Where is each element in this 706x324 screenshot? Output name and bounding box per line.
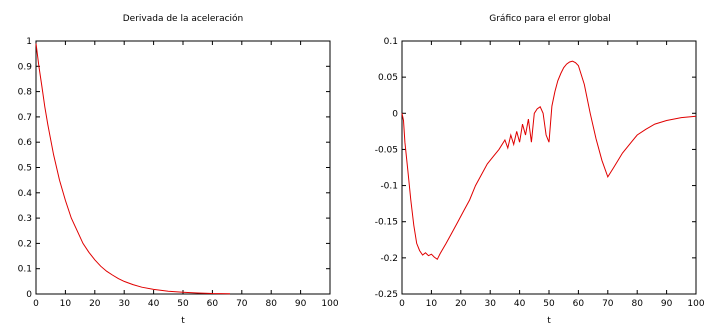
series-line-0	[35, 43, 231, 295]
y-tick-label: -0.25	[375, 290, 398, 300]
x-tick-label: 60	[207, 299, 219, 309]
y-axis: -0.25 -0.2 -0.15 -0.1 -0.05 0 0.05 0.1	[375, 37, 696, 300]
x-tick-label: 10	[60, 299, 72, 309]
x-axis: 0 10 20 30 40 50 60 70 80 90 100	[399, 41, 705, 309]
plot-frame	[401, 40, 697, 295]
series-group	[35, 43, 231, 295]
y-tick-label: 0.05	[378, 73, 398, 83]
y-tick-label: -0.1	[380, 182, 398, 192]
x-axis-label: t	[547, 316, 551, 324]
chart-error-global: Gráfico para el error global -0.25-0.2-0…	[375, 14, 705, 324]
chart-title: Gráfico para el error global	[489, 14, 610, 24]
y-tick-label: 0.3	[18, 214, 32, 224]
x-tick-label: 100	[687, 299, 704, 309]
series-group	[401, 60, 697, 261]
x-tick-label: 80	[631, 299, 643, 309]
x-tick-label: 20	[89, 299, 101, 309]
y-tick-label: 1	[26, 37, 32, 47]
x-tick-label: 0	[399, 299, 405, 309]
x-tick-label: 20	[455, 299, 467, 309]
y-tick-label: -0.2	[380, 254, 398, 264]
y-tick-label: 0.2	[18, 239, 32, 249]
x-tick-label: 70	[602, 299, 614, 309]
x-tick-label: 30	[118, 299, 130, 309]
y-tick-label: -0.05	[375, 145, 398, 155]
x-axis: 0 10 20 30 40 50 60 70 80 90 100	[33, 41, 339, 309]
x-tick-label: 80	[265, 299, 277, 309]
x-tick-label: 30	[484, 299, 496, 309]
x-tick-label: 70	[236, 299, 248, 309]
y-tick-label: 0.9	[18, 62, 33, 72]
y-tick-label: 0.5	[18, 164, 32, 174]
y-axis: 0 0.1 0.2 0.3 0.4 0.5 0.6 0.7 0.8 0.9 1	[18, 37, 330, 300]
x-tick-label: 0	[33, 299, 39, 309]
y-tick-label: 0.1	[384, 37, 398, 47]
y-tick-label: 0	[26, 290, 32, 300]
x-tick-label: 50	[543, 299, 555, 309]
x-tick-label: 90	[295, 299, 307, 309]
plot-frame	[35, 40, 331, 295]
y-tick-label: 0.7	[18, 113, 32, 123]
x-tick-label: 10	[426, 299, 438, 309]
x-tick-label: 100	[321, 299, 338, 309]
x-tick-label: 40	[148, 299, 160, 309]
chart-derivada-aceleracion: Derivada de la aceleración 0 0.1 0.2 0.3 0.4…	[18, 13, 339, 324]
x-tick-label: 90	[661, 299, 673, 309]
x-tick-label: 60	[573, 299, 585, 309]
series-line-0	[401, 60, 697, 261]
y-tick-label: 0.6	[18, 138, 33, 148]
x-tick-label: 50	[177, 299, 189, 309]
y-tick-label: 0.8	[18, 88, 33, 98]
x-axis-label: t	[181, 316, 185, 324]
x-tick-label: 40	[514, 299, 526, 309]
y-tick-label: -0.15	[375, 218, 398, 228]
chart-title: Derivada de la aceleración	[123, 13, 244, 24]
y-tick-label: 0	[392, 109, 398, 119]
y-tick-label: 0.1	[18, 265, 32, 275]
y-tick-label: 0.4	[18, 189, 33, 199]
